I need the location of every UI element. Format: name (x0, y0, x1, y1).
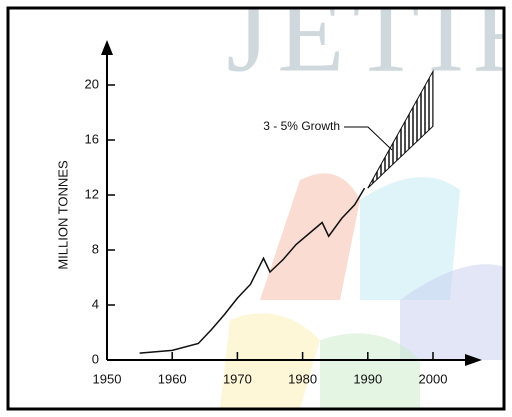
y-tick-label: 8 (92, 241, 99, 256)
y-tick-label: 20 (85, 76, 99, 91)
y-tick-label: 12 (85, 186, 99, 201)
chart: JETIR MILLION TONNES 0 4 8 12 16 20 1950 1960 19… (0, 0, 512, 417)
watermark-shape (220, 313, 320, 409)
annotation-leader (344, 127, 392, 150)
x-tick-label: 1960 (158, 371, 187, 386)
x-tick-label: 1980 (288, 371, 317, 386)
x-tick-label: 1970 (223, 371, 252, 386)
watermark-shape (260, 173, 360, 300)
y-axis-label: MILLION TONNES (55, 160, 70, 270)
page: JETIR MILLION TONNES 0 4 8 12 16 20 1950 1960 19… (0, 0, 512, 417)
watermark-layer: JETIR (220, 0, 512, 409)
y-axis-arrow (101, 40, 113, 55)
x-tick-label: 1990 (353, 371, 382, 386)
y-tick-label: 4 (92, 296, 99, 311)
y-tick-label: 16 (85, 131, 99, 146)
y-tick-label: 0 (92, 351, 99, 366)
x-tick-label: 1950 (93, 371, 122, 386)
x-tick-label: 2000 (419, 371, 448, 386)
watermark-text: JETIR (226, 0, 512, 94)
annotation: 3 - 5% Growth (263, 119, 340, 133)
